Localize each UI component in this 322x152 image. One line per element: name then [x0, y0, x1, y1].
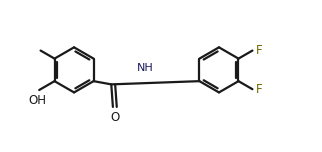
- Text: O: O: [110, 111, 119, 124]
- Text: NH: NH: [137, 63, 153, 73]
- Text: OH: OH: [29, 94, 47, 107]
- Text: F: F: [256, 83, 262, 96]
- Text: F: F: [256, 44, 262, 57]
